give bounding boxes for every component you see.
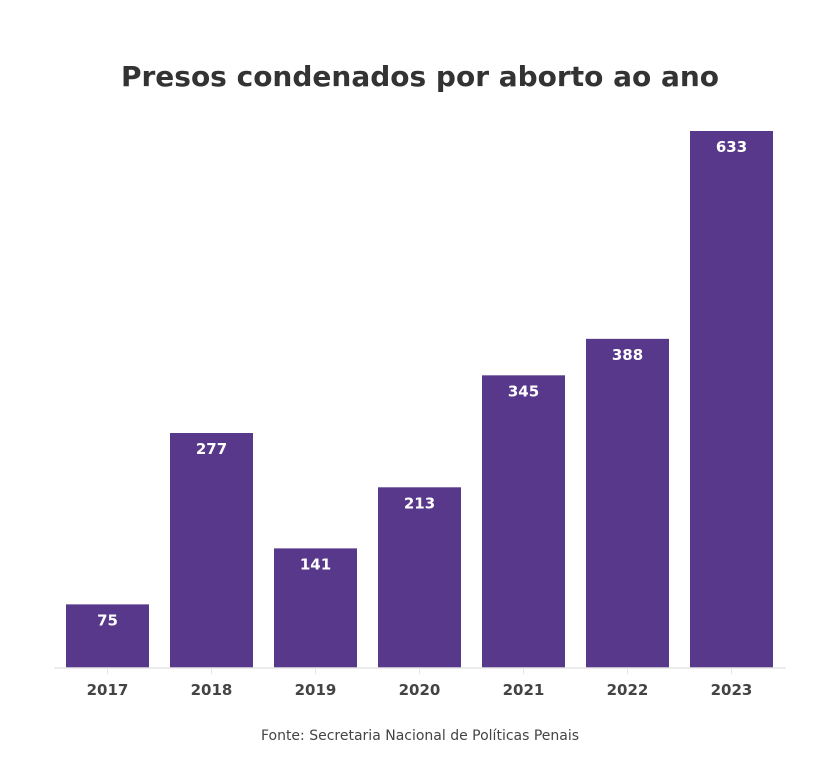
bar-2019 bbox=[274, 548, 357, 668]
x-tick-label: 2020 bbox=[399, 681, 441, 699]
chart-title: Presos condenados por aborto ao ano bbox=[121, 60, 719, 93]
x-tick-label: 2019 bbox=[295, 681, 337, 699]
bar-2023 bbox=[690, 131, 773, 668]
bar-2020 bbox=[378, 487, 461, 668]
value-label: 345 bbox=[508, 382, 539, 400]
bar-2022 bbox=[586, 338, 669, 668]
x-tick-label: 2018 bbox=[191, 681, 233, 699]
source-note: Fonte: Secretaria Nacional de Políticas … bbox=[261, 728, 579, 744]
bar-2021 bbox=[482, 375, 565, 668]
value-label: 633 bbox=[716, 138, 747, 156]
value-label: 277 bbox=[196, 440, 227, 458]
value-label: 75 bbox=[97, 611, 118, 629]
value-label: 213 bbox=[404, 494, 435, 512]
x-tick-label: 2021 bbox=[503, 681, 545, 699]
value-label: 141 bbox=[300, 555, 331, 573]
x-tick-label: 2023 bbox=[711, 681, 753, 699]
bar-2017 bbox=[66, 604, 149, 668]
x-tick-label: 2017 bbox=[87, 681, 129, 699]
value-label: 388 bbox=[612, 346, 643, 364]
x-tick-label: 2022 bbox=[607, 681, 649, 699]
bar-2018 bbox=[170, 433, 253, 668]
